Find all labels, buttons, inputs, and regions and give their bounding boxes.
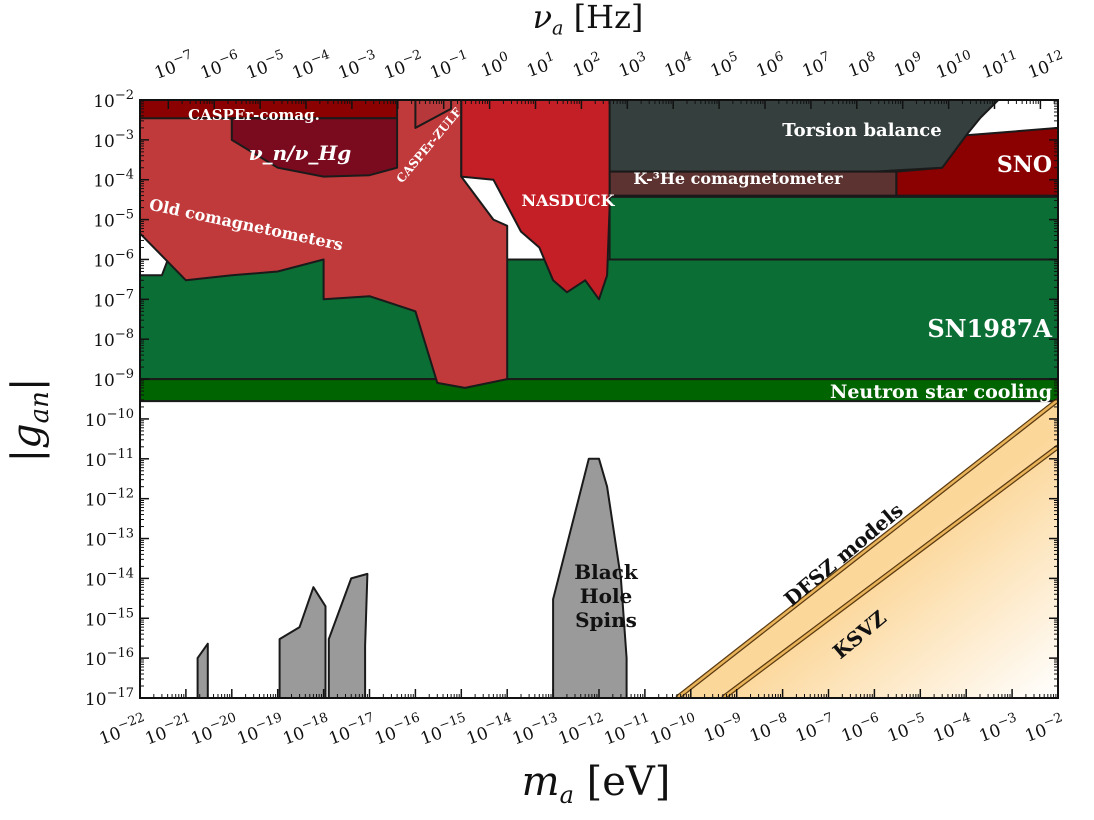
x2-tick-label-19: 1012: [1024, 48, 1068, 84]
x2-tick-label-18: 1011: [978, 48, 1022, 84]
y-tick-label-0: 10−17: [85, 686, 134, 710]
x2-tick-label-6: 10−1: [426, 47, 473, 84]
black-hole-spins-label-line-2: Hole: [580, 584, 633, 608]
dfsz-line: [676, 398, 1058, 698]
y-tick-label-3: 10−14: [85, 566, 134, 590]
x2-tick-label-17: 1010: [932, 48, 976, 84]
torsion-balance-label: Torsion balance: [782, 120, 941, 141]
x2-tick-label-13: 106: [752, 49, 788, 82]
y-tick-label-9: 10−8: [93, 327, 134, 351]
x-tick-label-16: 10−6: [838, 710, 885, 747]
x2-tick-label-7: 100: [477, 49, 513, 82]
x2-tick-label-14: 107: [798, 49, 834, 82]
ksvz-line: [722, 445, 1058, 698]
y-tick-label-6: 10−11: [85, 447, 134, 471]
x2-tick-label-1: 10−6: [197, 47, 244, 84]
x-tick-label-3: 10−19: [233, 710, 287, 749]
x2-tick-label-8: 101: [523, 49, 559, 82]
black-hole-spin-region-3: [278, 586, 327, 698]
x2-tick-label-10: 103: [615, 49, 651, 82]
x-tick-label-7: 10−15: [417, 710, 471, 749]
k3he-label: K-³He comagnetometer: [633, 169, 843, 188]
x-tick-label-15: 10−7: [792, 710, 839, 747]
x-tick-label-20: 10−2: [1021, 710, 1068, 747]
black-hole-spins-label-line-3: Spins: [575, 608, 637, 632]
plot-area: [140, 100, 1058, 698]
y-tick-label-1: 10−16: [85, 646, 134, 670]
x2-tick-label-4: 10−3: [334, 47, 381, 84]
x2-tick-label-5: 10−2: [380, 47, 427, 84]
nasduck-label: NASDUCK: [521, 191, 615, 210]
y-tick-label-5: 10−12: [85, 487, 134, 511]
y-axis-title: |gan|: [4, 378, 55, 463]
y-tick-label-7: 10−10: [85, 407, 134, 431]
y-tick-label-2: 10−15: [85, 606, 134, 630]
x-tick-label-13: 10−9: [700, 710, 747, 747]
y-tick-label-11: 10−6: [93, 247, 134, 271]
x-tick-label-5: 10−17: [325, 710, 379, 749]
x-tick-label-10: 10−12: [554, 710, 608, 749]
x2-tick-label-11: 104: [661, 49, 697, 82]
sn1987a-upper-band: [608, 195, 1058, 261]
x2-tick-label-15: 108: [844, 49, 880, 82]
x-tick-label-19: 10−3: [975, 710, 1022, 747]
x-tick-label-2: 10−20: [187, 710, 241, 749]
x-tick-label-1: 10−21: [141, 710, 195, 749]
sno-label: SNO: [997, 152, 1052, 178]
neutron-star-cooling-label: Neutron star cooling: [830, 381, 1052, 403]
sn1987a-label: SN1987A: [927, 314, 1052, 343]
nu-n-nu-hg-label: ν_n/ν_Hg: [249, 141, 351, 165]
y-tick-label-10: 10−7: [93, 287, 134, 311]
x-tick-label-8: 10−14: [463, 710, 517, 749]
x-tick-label-11: 10−11: [600, 710, 654, 749]
y-tick-label-12: 10−5: [93, 208, 134, 232]
black-hole-spin-region-4: [327, 572, 369, 698]
y-tick-label-8: 10−9: [93, 367, 134, 391]
y-tick-label-4: 10−13: [85, 527, 134, 551]
x2-tick-label-0: 10−7: [151, 47, 198, 84]
casper-zulf-region: [414, 100, 453, 129]
x2-tick-label-12: 105: [707, 49, 743, 82]
black-hole-spin-region-1: [552, 457, 628, 698]
x2-tick-label-3: 10−4: [288, 47, 335, 84]
nu-n-nu-hg-region: [230, 117, 399, 178]
y-tick-label-14: 10−3: [93, 128, 134, 152]
x-axis-title: ma [eV]: [522, 759, 671, 809]
x-tick-label-4: 10−18: [279, 710, 333, 749]
x-tick-label-12: 10−10: [646, 710, 700, 749]
x2-axis-title: νa [Hz]: [533, 0, 644, 39]
nasduck-region: [460, 100, 611, 301]
x-tick-label-9: 10−13: [508, 710, 562, 749]
x-tick-label-17: 10−5: [883, 710, 930, 747]
x-tick-label-14: 10−8: [746, 710, 793, 747]
x2-tick-label-16: 109: [890, 49, 926, 82]
black-hole-spins-label-line-1: Black: [574, 560, 639, 584]
x-tick-label-0: 10−22: [95, 710, 149, 749]
x2-tick-label-2: 10−5: [242, 47, 289, 84]
x2-tick-label-9: 102: [569, 49, 605, 82]
y-tick-label-15: 10−2: [93, 88, 134, 112]
x-tick-label-6: 10−16: [371, 710, 425, 749]
y-tick-label-13: 10−4: [93, 168, 134, 192]
neutron-star-cooling-band: [140, 378, 1058, 403]
x-tick-label-18: 10−4: [929, 710, 976, 747]
black-hole-spin-region-2: [196, 642, 209, 698]
casper-comag-label: CASPEr-comag.: [188, 106, 320, 124]
